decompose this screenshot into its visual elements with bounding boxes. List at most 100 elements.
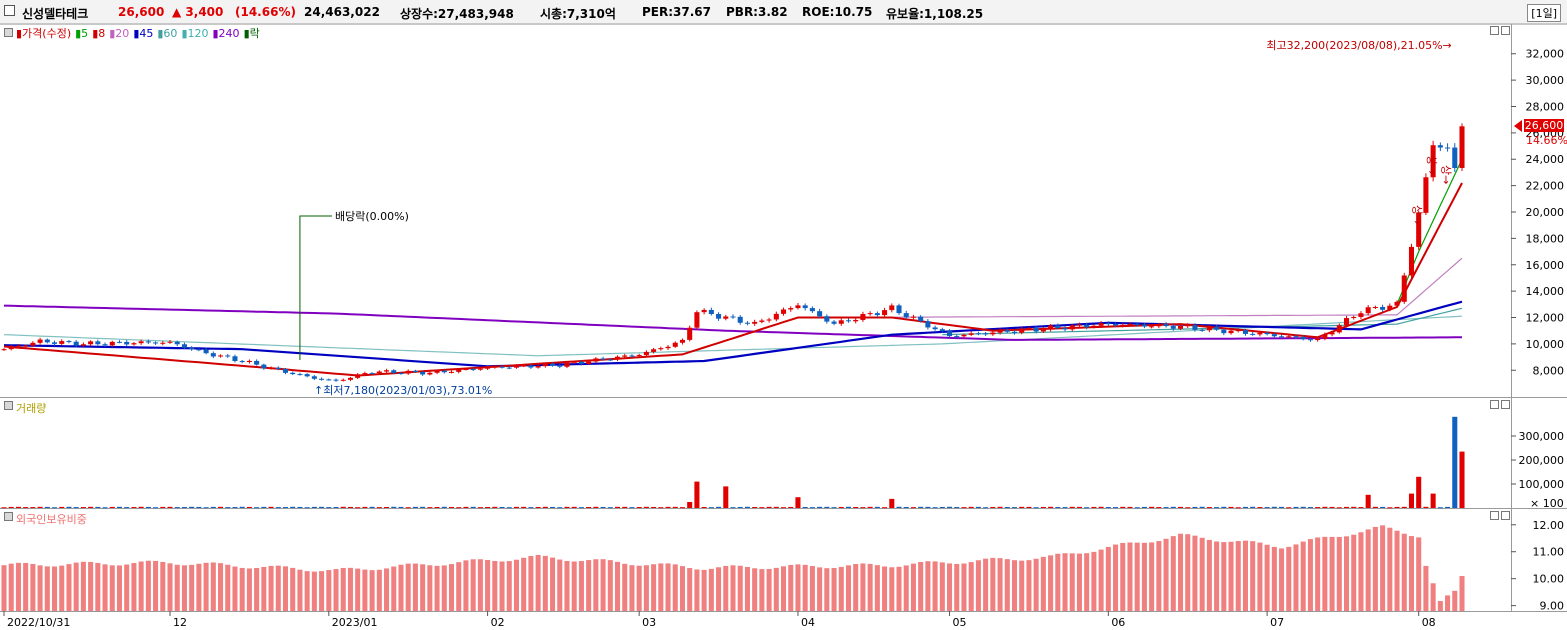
- period-selector[interactable]: [1일]: [1527, 4, 1561, 22]
- candle-body: [1170, 326, 1176, 329]
- foreign-tick-label: 10.00: [1533, 573, 1565, 586]
- candle-body: [1416, 212, 1422, 247]
- foreign-ratio-bar: [239, 567, 245, 611]
- foreign-ratio-bar: [412, 563, 418, 611]
- foreign-ratio-bar: [1315, 537, 1321, 611]
- legend-item: ▮45: [133, 27, 154, 40]
- panel-toggle-icon[interactable]: [4, 28, 13, 37]
- foreign-ratio-bar: [766, 568, 772, 611]
- candle-body: [131, 343, 137, 345]
- foreign-ratio-bar: [867, 563, 873, 611]
- volume-bar: [15, 506, 21, 508]
- candle-body: [138, 341, 144, 344]
- volume-bar: [1113, 507, 1119, 509]
- candle-body: [340, 379, 346, 381]
- candle-body: [456, 369, 462, 372]
- volume-bar: [1300, 506, 1306, 508]
- foreign-ratio-bar: [391, 566, 397, 611]
- candle-body: [1084, 324, 1090, 328]
- candle-body: [1105, 323, 1111, 325]
- candle-body: [297, 374, 303, 376]
- legend-item: ▮8: [92, 27, 106, 40]
- volume-bar: [939, 506, 945, 508]
- volume-bar: [759, 507, 765, 509]
- candle-body: [160, 342, 166, 344]
- candle-body: [203, 349, 209, 354]
- candle-body: [66, 341, 72, 343]
- candle-body: [557, 365, 563, 367]
- candle-body: [802, 305, 808, 309]
- volume-bar: [1048, 506, 1054, 508]
- candle-body: [1199, 329, 1205, 331]
- volume-bar: [889, 498, 895, 508]
- volume-bar: [95, 506, 101, 508]
- panel-toggle-icon[interactable]: [4, 401, 13, 410]
- close-icon[interactable]: [1501, 400, 1510, 409]
- volume-bar: [1380, 506, 1386, 508]
- foreign-ratio-bar: [903, 565, 909, 611]
- foreign-ratio-bar: [37, 565, 43, 611]
- candle-body: [903, 313, 909, 318]
- volume-bar: [1004, 507, 1010, 509]
- volume-bar: [160, 506, 166, 508]
- candle-body: [1076, 324, 1082, 326]
- volume-bar: [1221, 506, 1227, 508]
- candle-body: [687, 327, 693, 340]
- foreign-ratio-bar: [629, 565, 635, 611]
- volume-bar: [961, 507, 967, 509]
- foreign-ratio-bar: [340, 567, 346, 611]
- panel-toggle-icon[interactable]: [4, 512, 13, 521]
- volume-bar: [1055, 507, 1061, 509]
- volume-bar: [297, 506, 303, 508]
- candle-body: [1300, 336, 1306, 340]
- foreign-ratio-bar: [1076, 553, 1082, 611]
- candle-body: [1401, 275, 1407, 302]
- candle-body: [1214, 326, 1220, 330]
- candle-body: [983, 333, 989, 335]
- candle-body: [319, 378, 325, 380]
- foreign-ratio-bar: [80, 561, 86, 611]
- candle-body: [463, 369, 469, 371]
- foreign-ratio-bar: [1401, 533, 1407, 611]
- pbr-value: PBR:3.82: [726, 5, 788, 19]
- foreign-ratio-bar: [1445, 595, 1451, 611]
- candle-body: [947, 331, 953, 337]
- foreign-ratio-bar: [975, 560, 981, 611]
- volume-bar: [485, 507, 491, 509]
- volume-bar: [448, 506, 455, 508]
- candle-body: [218, 355, 224, 357]
- candle-body: [1307, 339, 1313, 341]
- volume-bar: [23, 507, 29, 509]
- volume-bar: [730, 507, 736, 509]
- volume-bar: [1235, 507, 1241, 509]
- select-checkbox[interactable]: [4, 5, 15, 16]
- foreign-ratio-bar: [1351, 534, 1357, 611]
- close-icon[interactable]: [1501, 511, 1510, 520]
- minimize-icon[interactable]: [1490, 400, 1499, 409]
- candle-body: [275, 367, 281, 369]
- minimize-icon[interactable]: [1490, 511, 1499, 520]
- foreign-ratio-bar: [1048, 555, 1054, 611]
- dividend-marker-line: [299, 215, 332, 360]
- foreign-ratio-bar: [109, 565, 115, 611]
- foreign-ratio-bar: [925, 561, 931, 611]
- volume-bar: [1127, 506, 1133, 508]
- foreign-ratio-bar: [499, 561, 505, 611]
- current-price: 26,600: [118, 5, 165, 19]
- volume-bar: [124, 507, 130, 509]
- foreign-ratio-bar: [1170, 536, 1176, 611]
- volume-bar: [571, 506, 577, 508]
- volume-bar: [1459, 451, 1465, 508]
- volume-bar: [1177, 506, 1184, 508]
- volume-bar: [1401, 506, 1407, 508]
- close-icon[interactable]: [1501, 26, 1510, 35]
- volume-bar: [30, 507, 36, 509]
- volume-bar: [1437, 507, 1443, 509]
- minimize-icon[interactable]: [1490, 26, 1499, 35]
- volume-bar: [1084, 507, 1090, 509]
- foreign-ratio-bar: [1084, 553, 1090, 611]
- volume-bar: [254, 507, 260, 509]
- candle-body: [145, 341, 151, 343]
- volume-bar: [708, 507, 714, 509]
